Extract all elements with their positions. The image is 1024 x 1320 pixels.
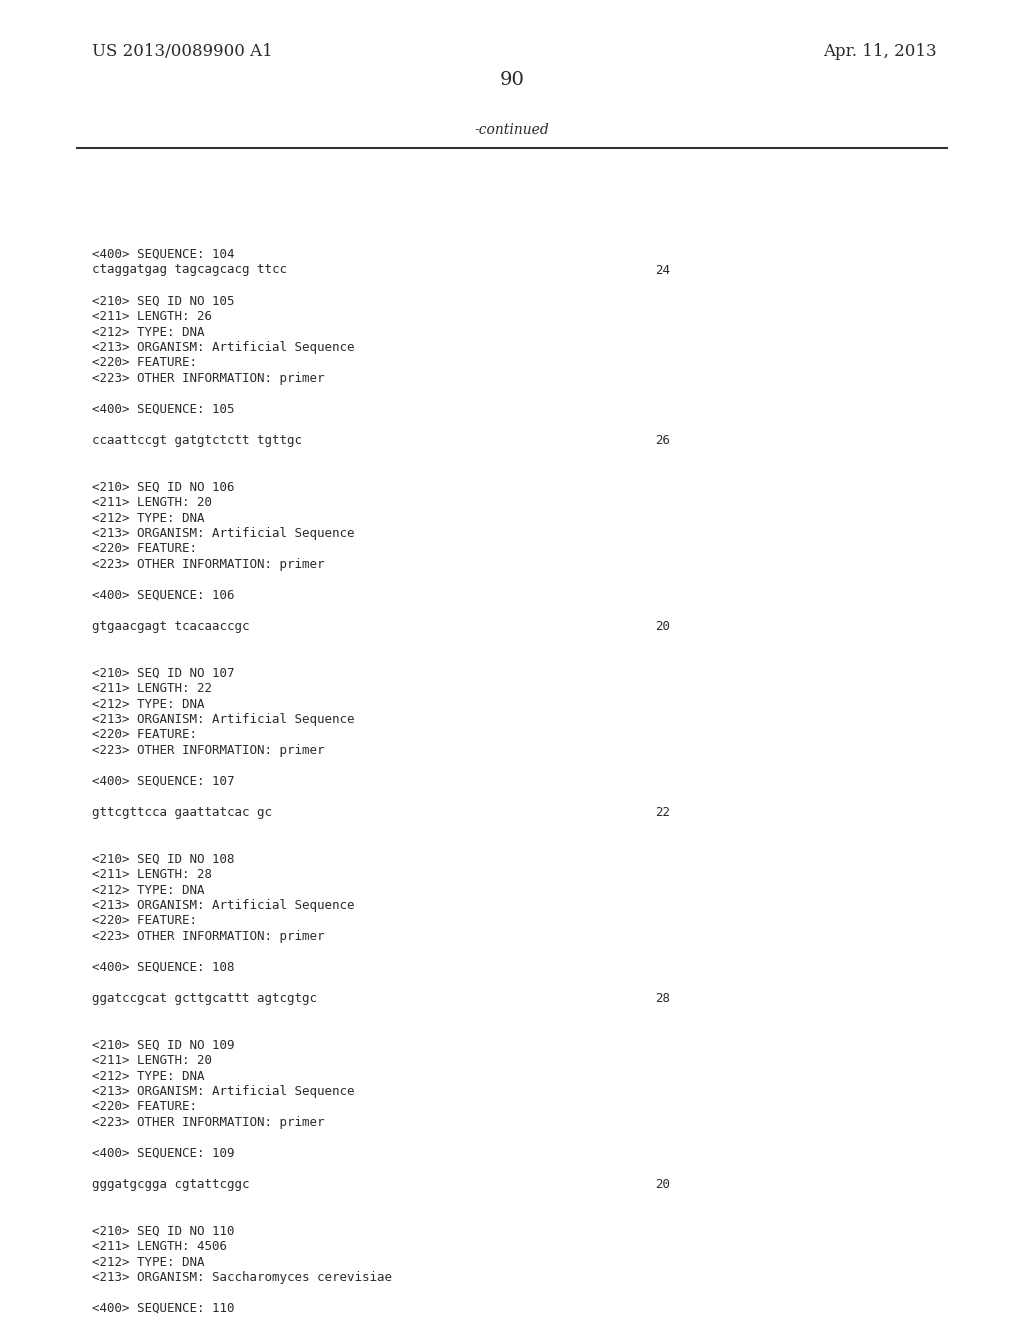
Text: <400> SEQUENCE: 107: <400> SEQUENCE: 107 [92, 775, 234, 788]
Text: <400> SEQUENCE: 104: <400> SEQUENCE: 104 [92, 248, 234, 261]
Text: 20: 20 [655, 620, 671, 634]
Text: <213> ORGANISM: Artificial Sequence: <213> ORGANISM: Artificial Sequence [92, 713, 354, 726]
Text: <212> TYPE: DNA: <212> TYPE: DNA [92, 697, 205, 710]
Text: <211> LENGTH: 20: <211> LENGTH: 20 [92, 496, 212, 510]
Text: <212> TYPE: DNA: <212> TYPE: DNA [92, 511, 205, 524]
Text: <220> FEATURE:: <220> FEATURE: [92, 543, 198, 556]
Text: <212> TYPE: DNA: <212> TYPE: DNA [92, 1069, 205, 1082]
Text: ctaggatgag tagcagcacg ttcc: ctaggatgag tagcagcacg ttcc [92, 264, 287, 276]
Text: 24: 24 [655, 264, 671, 276]
Text: <400> SEQUENCE: 108: <400> SEQUENCE: 108 [92, 961, 234, 974]
Text: <211> LENGTH: 20: <211> LENGTH: 20 [92, 1053, 212, 1067]
Text: 28: 28 [655, 993, 671, 1005]
Text: 26: 26 [655, 434, 671, 447]
Text: <223> OTHER INFORMATION: primer: <223> OTHER INFORMATION: primer [92, 558, 325, 572]
Text: <211> LENGTH: 4506: <211> LENGTH: 4506 [92, 1239, 227, 1253]
Text: ccaattccgt gatgtctctt tgttgc: ccaattccgt gatgtctctt tgttgc [92, 434, 302, 447]
Text: 22: 22 [655, 807, 671, 818]
Text: ggatccgcat gcttgcattt agtcgtgc: ggatccgcat gcttgcattt agtcgtgc [92, 993, 317, 1005]
Text: <400> SEQUENCE: 105: <400> SEQUENCE: 105 [92, 403, 234, 416]
Text: <223> OTHER INFORMATION: primer: <223> OTHER INFORMATION: primer [92, 931, 325, 942]
Text: <211> LENGTH: 22: <211> LENGTH: 22 [92, 682, 212, 696]
Text: <213> ORGANISM: Artificial Sequence: <213> ORGANISM: Artificial Sequence [92, 527, 354, 540]
Text: <220> FEATURE:: <220> FEATURE: [92, 356, 198, 370]
Text: <212> TYPE: DNA: <212> TYPE: DNA [92, 883, 205, 896]
Text: <210> SEQ ID NO 106: <210> SEQ ID NO 106 [92, 480, 234, 494]
Text: 90: 90 [500, 71, 524, 88]
Text: <210> SEQ ID NO 105: <210> SEQ ID NO 105 [92, 294, 234, 308]
Text: <213> ORGANISM: Saccharomyces cerevisiae: <213> ORGANISM: Saccharomyces cerevisiae [92, 1271, 392, 1284]
Text: <210> SEQ ID NO 108: <210> SEQ ID NO 108 [92, 853, 234, 866]
Text: Apr. 11, 2013: Apr. 11, 2013 [823, 44, 937, 61]
Text: <212> TYPE: DNA: <212> TYPE: DNA [92, 326, 205, 338]
Text: <210> SEQ ID NO 109: <210> SEQ ID NO 109 [92, 1039, 234, 1052]
Text: <210> SEQ ID NO 107: <210> SEQ ID NO 107 [92, 667, 234, 680]
Text: -continued: -continued [475, 123, 549, 137]
Text: <223> OTHER INFORMATION: primer: <223> OTHER INFORMATION: primer [92, 1115, 325, 1129]
Text: <400> SEQUENCE: 109: <400> SEQUENCE: 109 [92, 1147, 234, 1160]
Text: <400> SEQUENCE: 110: <400> SEQUENCE: 110 [92, 1302, 234, 1315]
Text: gtgaacgagt tcacaaccgc: gtgaacgagt tcacaaccgc [92, 620, 250, 634]
Text: <220> FEATURE:: <220> FEATURE: [92, 915, 198, 928]
Text: US 2013/0089900 A1: US 2013/0089900 A1 [92, 44, 273, 61]
Text: gggatgcgga cgtattcggc: gggatgcgga cgtattcggc [92, 1177, 250, 1191]
Text: gttcgttcca gaattatcac gc: gttcgttcca gaattatcac gc [92, 807, 272, 818]
Text: <223> OTHER INFORMATION: primer: <223> OTHER INFORMATION: primer [92, 744, 325, 756]
Text: <213> ORGANISM: Artificial Sequence: <213> ORGANISM: Artificial Sequence [92, 341, 354, 354]
Text: <211> LENGTH: 26: <211> LENGTH: 26 [92, 310, 212, 323]
Text: <211> LENGTH: 28: <211> LENGTH: 28 [92, 869, 212, 880]
Text: <220> FEATURE:: <220> FEATURE: [92, 729, 198, 742]
Text: <210> SEQ ID NO 110: <210> SEQ ID NO 110 [92, 1225, 234, 1238]
Text: 20: 20 [655, 1177, 671, 1191]
Text: <212> TYPE: DNA: <212> TYPE: DNA [92, 1255, 205, 1269]
Text: <213> ORGANISM: Artificial Sequence: <213> ORGANISM: Artificial Sequence [92, 1085, 354, 1098]
Text: <400> SEQUENCE: 106: <400> SEQUENCE: 106 [92, 589, 234, 602]
Text: <213> ORGANISM: Artificial Sequence: <213> ORGANISM: Artificial Sequence [92, 899, 354, 912]
Text: <223> OTHER INFORMATION: primer: <223> OTHER INFORMATION: primer [92, 372, 325, 385]
Text: <220> FEATURE:: <220> FEATURE: [92, 1101, 198, 1114]
